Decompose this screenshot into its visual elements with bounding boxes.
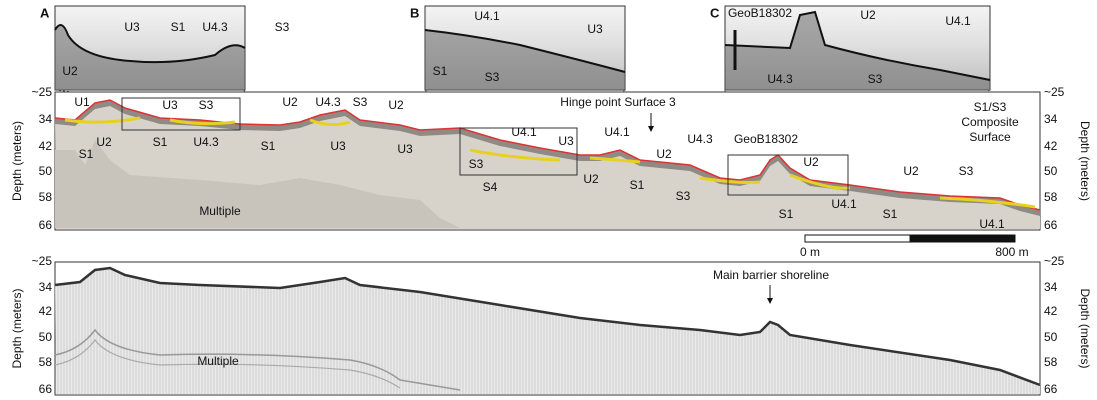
multiple-label: Multiple — [199, 204, 241, 218]
y-tick-label: 34 — [39, 112, 53, 126]
unit-label: S1 — [630, 178, 645, 192]
unit-label: S3 — [469, 157, 484, 171]
composite-annotation: Composite — [961, 115, 1019, 129]
inset-label: S1 — [171, 20, 186, 34]
y2-tick-label: 34 — [1044, 280, 1058, 294]
unit-label: U2 — [388, 98, 404, 112]
y-axis-title: Depth (meters) — [10, 288, 24, 368]
inset-label: S3 — [275, 20, 290, 34]
y-tick-label: 42 — [39, 304, 53, 318]
unit-label: U2 — [583, 172, 599, 186]
inset-b — [425, 6, 625, 90]
unit-label: S1 — [261, 139, 276, 153]
unit-label: U4.3 — [193, 135, 219, 149]
unit-label: S1 — [79, 147, 94, 161]
inset-label: GeoB18302 — [728, 6, 792, 20]
y-tick-label: ~25 — [32, 254, 53, 268]
inset-label: U2 — [860, 8, 876, 22]
y-tick-label: ~25 — [32, 85, 53, 99]
unit-label: U2 — [656, 147, 672, 161]
y2-axis-title: Depth (meters) — [1078, 121, 1092, 201]
scale-end: 800 m — [995, 245, 1028, 259]
unit-label: GeoB18302 — [734, 132, 798, 146]
y-tick-label: 66 — [39, 382, 53, 396]
unit-label: U3 — [162, 98, 178, 112]
inset-letter: A — [40, 5, 50, 20]
inset-label: S3 — [485, 70, 500, 84]
composite-annotation: S1/S3 — [974, 100, 1007, 114]
unit-label: U3 — [330, 139, 346, 153]
unit-label: S3 — [676, 189, 691, 203]
inset-label: U4.1 — [474, 9, 500, 23]
scale-bar — [805, 235, 1015, 242]
inset-label: U4.3 — [202, 20, 228, 34]
unit-label: S1 — [883, 207, 898, 221]
unit-label: U2 — [96, 135, 112, 149]
y-tick-label: 50 — [39, 164, 53, 178]
hinge-annotation: Hinge point Surface 3 — [560, 95, 676, 109]
y-tick-label: 42 — [39, 139, 53, 153]
y-tick-label: 50 — [39, 330, 53, 344]
unit-label: S1 — [153, 135, 168, 149]
inset-label: U3 — [124, 20, 140, 34]
inset-label: S3 — [868, 72, 883, 86]
inset-label: U2 — [62, 64, 78, 78]
unit-label: U4.3 — [687, 132, 713, 146]
unit-label: U4.3 — [315, 95, 341, 109]
unit-label: U2 — [903, 164, 919, 178]
inset-letter: C — [710, 5, 720, 20]
y-tick-label: 58 — [39, 190, 53, 204]
y-tick-label: 58 — [39, 355, 53, 369]
unit-label: U3 — [397, 142, 413, 156]
y-tick-label: 66 — [39, 218, 53, 232]
y2-tick-label: 58 — [1044, 190, 1058, 204]
y2-tick-label: 50 — [1044, 330, 1058, 344]
inset-label: S1 — [433, 64, 448, 78]
multiple-label: Multiple — [197, 354, 239, 368]
unit-label: U4.1 — [511, 125, 537, 139]
inset-label: U4.1 — [945, 14, 971, 28]
unit-label: U1 — [74, 95, 90, 109]
unit-label: U4.1 — [831, 197, 857, 211]
unit-label: U2 — [282, 95, 298, 109]
y2-tick-label: 34 — [1044, 112, 1058, 126]
lower-panel — [55, 262, 1040, 395]
unit-label: U2 — [803, 155, 819, 169]
unit-label: U4.1 — [604, 125, 630, 139]
unit-label: U3 — [558, 134, 574, 148]
scale-start: 0 m — [800, 245, 820, 259]
y2-tick-label: 58 — [1044, 355, 1058, 369]
y2-axis-title: Depth (meters) — [1078, 288, 1092, 368]
y2-tick-label: 50 — [1044, 164, 1058, 178]
inset-label: U3 — [587, 22, 603, 36]
y2-tick-label: 42 — [1044, 304, 1058, 318]
y-axis-title: Depth (meters) — [10, 121, 24, 201]
y2-tick-label: ~25 — [1044, 85, 1065, 99]
shoreline-annotation: Main barrier shoreline — [713, 268, 829, 282]
y2-tick-label: 42 — [1044, 139, 1058, 153]
unit-label: S3 — [353, 95, 368, 109]
unit-label: S3 — [199, 98, 214, 112]
y-tick-label: 34 — [39, 280, 53, 294]
unit-label: S4 — [483, 180, 498, 194]
unit-label: U4.1 — [979, 217, 1005, 231]
y2-tick-label: ~25 — [1044, 254, 1065, 268]
inset-letter: B — [410, 5, 419, 20]
y2-tick-label: 66 — [1044, 218, 1058, 232]
inset-label: U4.3 — [767, 72, 793, 86]
composite-annotation: Surface — [969, 130, 1011, 144]
figure: A U3 S1 U4.3 S3 U2 B U4.1 U3 S1 S3 C GeoB18302 U2 U4.1… — [0, 0, 1097, 400]
unit-label: S1 — [779, 207, 794, 221]
unit-label: S3 — [959, 164, 974, 178]
inset-a — [55, 6, 245, 90]
y2-tick-label: 66 — [1044, 382, 1058, 396]
